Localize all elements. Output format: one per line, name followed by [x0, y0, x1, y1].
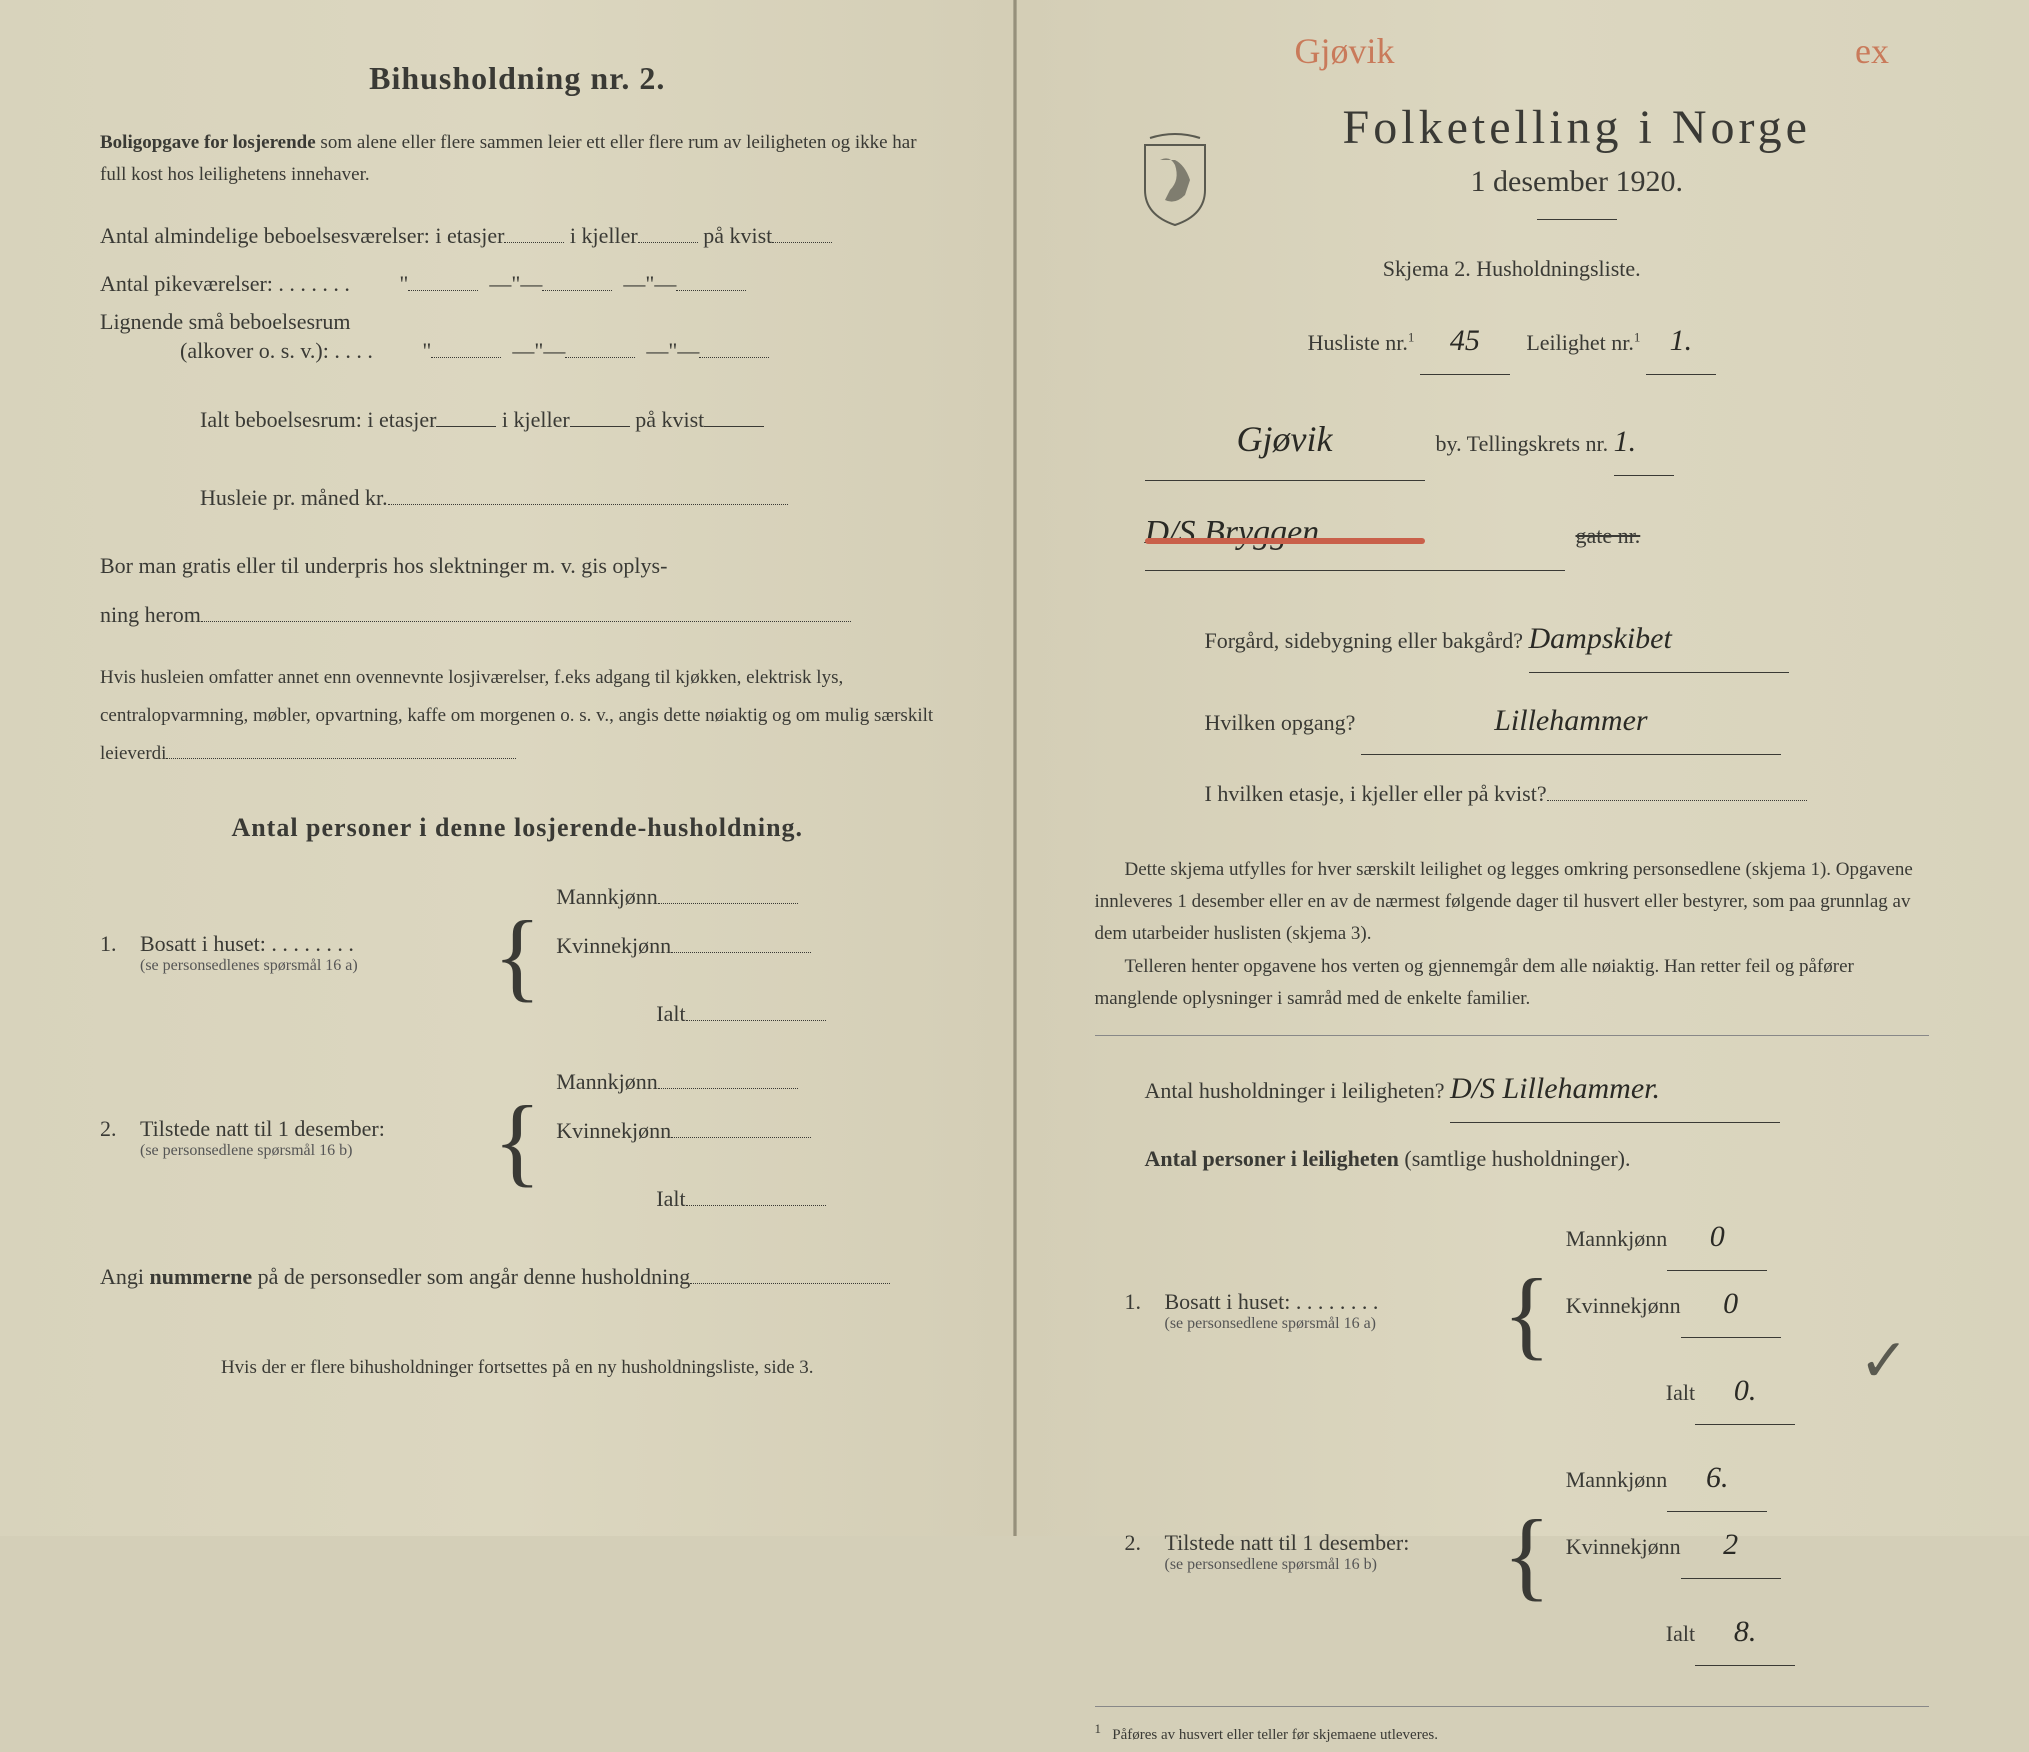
left-q2-group: 2. Tilstede natt til 1 desember: (se per…: [100, 1058, 935, 1223]
q1-sub: (se personsedlenes spørsmål 16 a): [140, 957, 358, 975]
q2-sub: (se personsedlene spørsmål 16 b): [140, 1142, 385, 1160]
forgard-line: Forgård, sidebygning eller bakgård? Damp…: [1095, 606, 1930, 673]
left-q1-group: 1. Bosatt i huset: . . . . . . . . (se p…: [100, 873, 935, 1038]
book-spine: [1013, 0, 1017, 1536]
value-male-2: 6.: [1706, 1461, 1729, 1494]
antal-pers-line: Antal personer i leiligheten (samtlige h…: [1095, 1135, 1930, 1183]
antal-hush-line: Antal husholdninger i leiligheten? D/S L…: [1095, 1056, 1930, 1123]
instructions-1: Dette skjema utfylles for hver særskilt …: [1095, 854, 1930, 951]
right-page: Gjøvik ex Folketelling i Norge 1 desembe…: [1015, 0, 2029, 1536]
footnote: 1 Påføres av husvert eller teller før sk…: [1095, 1706, 1930, 1752]
line-angi: Angi nummerne på de personsedler som ang…: [100, 1253, 935, 1301]
title-rule: [1537, 219, 1617, 220]
left-footer: Hvis der er flere bihusholdninger fortse…: [100, 1352, 935, 1384]
bracket-icon: {: [1488, 1274, 1566, 1354]
line-sum: Ialt beboelsesrum: i etasjer i kjeller p…: [100, 396, 935, 444]
red-underline-mark: [1145, 538, 1425, 544]
coat-of-arms-icon: [1135, 130, 1215, 230]
value-total-1: 0.: [1734, 1374, 1757, 1407]
q1-label: Bosatt i huset: . . . . . . . .: [140, 931, 358, 957]
left-intro: Boligopgave for losjerende som alene ell…: [100, 127, 935, 192]
main-title: Folketelling i Norge: [1225, 100, 1930, 155]
q2-number: 2.: [100, 1116, 125, 1160]
value-female-2: 2: [1723, 1528, 1738, 1561]
by-line: Gjøvik by. Tellingskrets nr. 1.: [1095, 400, 1930, 480]
bracket-icon: {: [1488, 1515, 1566, 1595]
divider: [1095, 1035, 1930, 1036]
line-alkover: Lignende små beboelsesrum (alkover o. s.…: [100, 308, 935, 365]
value-male-1: 0: [1710, 1220, 1725, 1253]
left-page: Bihusholdning nr. 2. Boligopgave for los…: [0, 0, 1015, 1536]
checkmark-icon: ✓: [1859, 1326, 1909, 1396]
right-q2-group: 2. Tilstede natt til 1 desember: (se per…: [1095, 1445, 1930, 1666]
bracket-icon: {: [478, 1101, 556, 1181]
q1-number: 1.: [100, 931, 125, 975]
left-heading: Bihusholdning nr. 2.: [100, 60, 935, 97]
left-note: Hvis husleien omfatter annet enn ovennev…: [100, 659, 935, 773]
line-rooms: Antal almindelige beboelsesværelser: i e…: [100, 212, 935, 260]
hand-annotation-2: ex: [1855, 30, 1889, 72]
line-gratis: Bor man gratis eller til underpris hos s…: [100, 542, 935, 639]
bracket-icon: {: [478, 916, 556, 996]
opgang-line: Hvilken opgang? Lillehammer: [1095, 688, 1930, 755]
line-rent: Husleie pr. måned kr.: [100, 474, 935, 522]
left-section-title: Antal personer i denne losjerende-hushol…: [100, 813, 935, 843]
value-total-2: 8.: [1734, 1615, 1757, 1648]
right-q1-group: 1. Bosatt i huset: . . . . . . . . (se p…: [1095, 1204, 1930, 1425]
value-female-1: 0: [1723, 1287, 1738, 1320]
hand-annotation-1: Gjøvik: [1295, 30, 1395, 72]
date-subtitle: 1 desember 1920.: [1225, 165, 1930, 199]
gate-line: D/S Bryggen gate nr.: [1095, 496, 1930, 572]
husliste-line: Husliste nr.1 45 Leilighet nr.1 1.: [1095, 308, 1930, 375]
etasje-line: I hvilken etasje, i kjeller eller på kvi…: [1095, 770, 1930, 818]
line-pike: Antal pikeværelser: . . . . . . . " —"— …: [100, 260, 935, 308]
schema-label: Skjema 2. Husholdningsliste.: [1095, 245, 1930, 293]
q2-label: Tilstede natt til 1 desember:: [140, 1116, 385, 1142]
instructions-2: Telleren henter opgavene hos verten og g…: [1095, 951, 1930, 1016]
